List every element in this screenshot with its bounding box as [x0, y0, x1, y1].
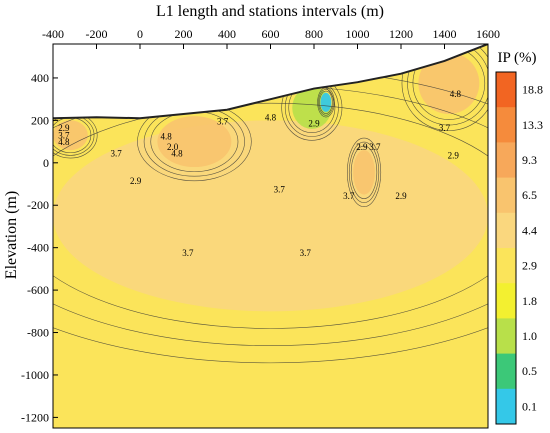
x-tick-label: 800 [305, 27, 323, 41]
contour-label: 2.9 [130, 176, 142, 186]
ip-region [418, 52, 480, 115]
contour-label: 3.7 [58, 130, 70, 140]
colorbar: 18.8 13.3 9.3 6.5 4.4 2.9 1.8 1.0 0.5 0.1 [495, 71, 543, 425]
contour-label: 4.8 [265, 112, 277, 122]
colorbar-swatch [496, 318, 516, 355]
colorbar-label: 0.5 [522, 364, 537, 378]
colorbar-label: 6.5 [522, 188, 537, 202]
colorbar-frame [495, 71, 517, 425]
colorbar-swatch [496, 107, 516, 143]
contour-label: 3.7 [343, 191, 355, 201]
contour-line [407, 44, 488, 126]
contour-label: 3.7 [110, 148, 122, 158]
x-tick-label: -400 [42, 27, 64, 41]
x-tick-label: 1600 [476, 27, 500, 41]
contour-label: 3.7 [300, 248, 312, 258]
colorbar-swatch [496, 388, 516, 425]
ip-region [353, 150, 375, 195]
contour-label: 3.7 [439, 123, 451, 133]
contour-line [346, 137, 382, 207]
y-axis-title: Elevation (m) [3, 191, 20, 279]
contour-label: 4.8 [171, 148, 183, 158]
contour-line [350, 145, 378, 199]
contour-line [53, 102, 488, 329]
contour-line [319, 90, 333, 114]
x-tick-label: 600 [262, 27, 280, 41]
y-tick-label: -1000 [21, 368, 49, 382]
x-tick-label: 1400 [433, 27, 457, 41]
contour-label: 2.9 [448, 151, 460, 161]
contour-label: 4.8 [450, 89, 462, 99]
colorbar-label: 0.1 [522, 399, 537, 413]
colorbar-label: 4.4 [522, 223, 537, 237]
colorbar-label: 9.3 [522, 153, 537, 167]
x-tick-label: 1000 [346, 27, 370, 41]
colorbar-label: 13.3 [522, 118, 543, 132]
y-tick-label: 0 [43, 156, 49, 170]
chart-title: L1 length and stations intervals (m) [156, 3, 384, 20]
colorbar-swatch [496, 72, 516, 108]
contour-label: 2.0 [167, 142, 179, 152]
contour-label: 3.7 [217, 117, 229, 127]
colorbar-swatch [496, 212, 516, 249]
x-tick-label: 400 [218, 27, 236, 41]
contour-label: 3.7 [182, 248, 194, 258]
ip-region [53, 120, 88, 151]
y-tick-label: -200 [27, 198, 49, 212]
y-tick-label: -400 [27, 241, 49, 255]
contour-label: 2.9 [308, 119, 320, 129]
contour-label: 4.8 [58, 137, 70, 147]
contour-label: 2.9 [395, 191, 407, 201]
colorbar-swatch [496, 142, 516, 179]
colorbar-label: 18.8 [522, 83, 543, 97]
colorbar-swatch [496, 177, 516, 214]
colorbar-swatch [496, 353, 516, 390]
contour-label: 4.8 [160, 131, 172, 141]
colorbar-swatch [496, 283, 516, 319]
contour-label: 3.7 [369, 142, 381, 152]
contour-line [317, 87, 335, 118]
y-tick-label: 400 [31, 71, 49, 85]
y-tick-label: -600 [27, 283, 49, 297]
y-tick-label: 200 [31, 113, 49, 127]
x-tick-label: -200 [86, 27, 108, 41]
x-tick-label: 1200 [389, 27, 413, 41]
colorbar-label: 2.9 [522, 259, 537, 273]
ip-region [320, 92, 332, 112]
contour-labels: 2.93.74.84.82.04.83.7 4.82.92.9 3.73.72.93… [58, 89, 461, 258]
contour-line [318, 89, 334, 116]
colorbar-label: 1.0 [522, 329, 537, 343]
contour-label: 2.9 [58, 123, 70, 133]
contour-label: 2.9 [356, 142, 368, 152]
ip-region [157, 116, 232, 168]
contour-line [348, 141, 380, 203]
colorbar-title: IP (%) [497, 50, 536, 66]
plot-area [53, 44, 488, 428]
y-tick-label: -1200 [21, 410, 49, 424]
colorbar-swatch [496, 248, 516, 284]
x-tick-label: 200 [175, 27, 193, 41]
x-axis: -400 -200 0 200 400 600 800 1000 1200 1400 1600 [42, 27, 500, 49]
colorbar-label: 1.8 [522, 294, 537, 308]
y-tick-label: -800 [27, 326, 49, 340]
contour-line [401, 44, 488, 131]
contour-label: 3.7 [274, 185, 286, 195]
x-tick-label: 0 [137, 27, 143, 41]
section-fill [53, 44, 488, 428]
y-axis: 400 200 0 -200 -400 -600 -800 -1000 -1200 [21, 71, 58, 424]
